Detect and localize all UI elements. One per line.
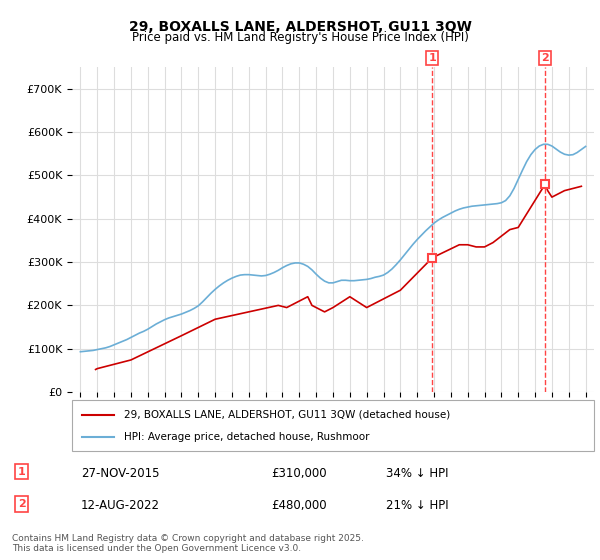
FancyBboxPatch shape — [72, 400, 594, 451]
Text: £480,000: £480,000 — [271, 499, 327, 512]
Text: 29, BOXALLS LANE, ALDERSHOT, GU11 3QW: 29, BOXALLS LANE, ALDERSHOT, GU11 3QW — [128, 20, 472, 34]
Text: HPI: Average price, detached house, Rushmoor: HPI: Average price, detached house, Rush… — [124, 432, 370, 442]
Text: 2: 2 — [541, 53, 549, 63]
Text: 27-NOV-2015: 27-NOV-2015 — [81, 466, 160, 480]
Text: £310,000: £310,000 — [271, 466, 327, 480]
Text: 34% ↓ HPI: 34% ↓ HPI — [386, 466, 449, 480]
Text: 2: 2 — [18, 499, 26, 508]
Text: 21% ↓ HPI: 21% ↓ HPI — [386, 499, 449, 512]
Text: Contains HM Land Registry data © Crown copyright and database right 2025.
This d: Contains HM Land Registry data © Crown c… — [12, 534, 364, 553]
Text: 1: 1 — [18, 466, 26, 477]
Text: Price paid vs. HM Land Registry's House Price Index (HPI): Price paid vs. HM Land Registry's House … — [131, 31, 469, 44]
Text: 29, BOXALLS LANE, ALDERSHOT, GU11 3QW (detached house): 29, BOXALLS LANE, ALDERSHOT, GU11 3QW (d… — [124, 409, 451, 419]
Text: 1: 1 — [428, 53, 436, 63]
Text: 12-AUG-2022: 12-AUG-2022 — [81, 499, 160, 512]
